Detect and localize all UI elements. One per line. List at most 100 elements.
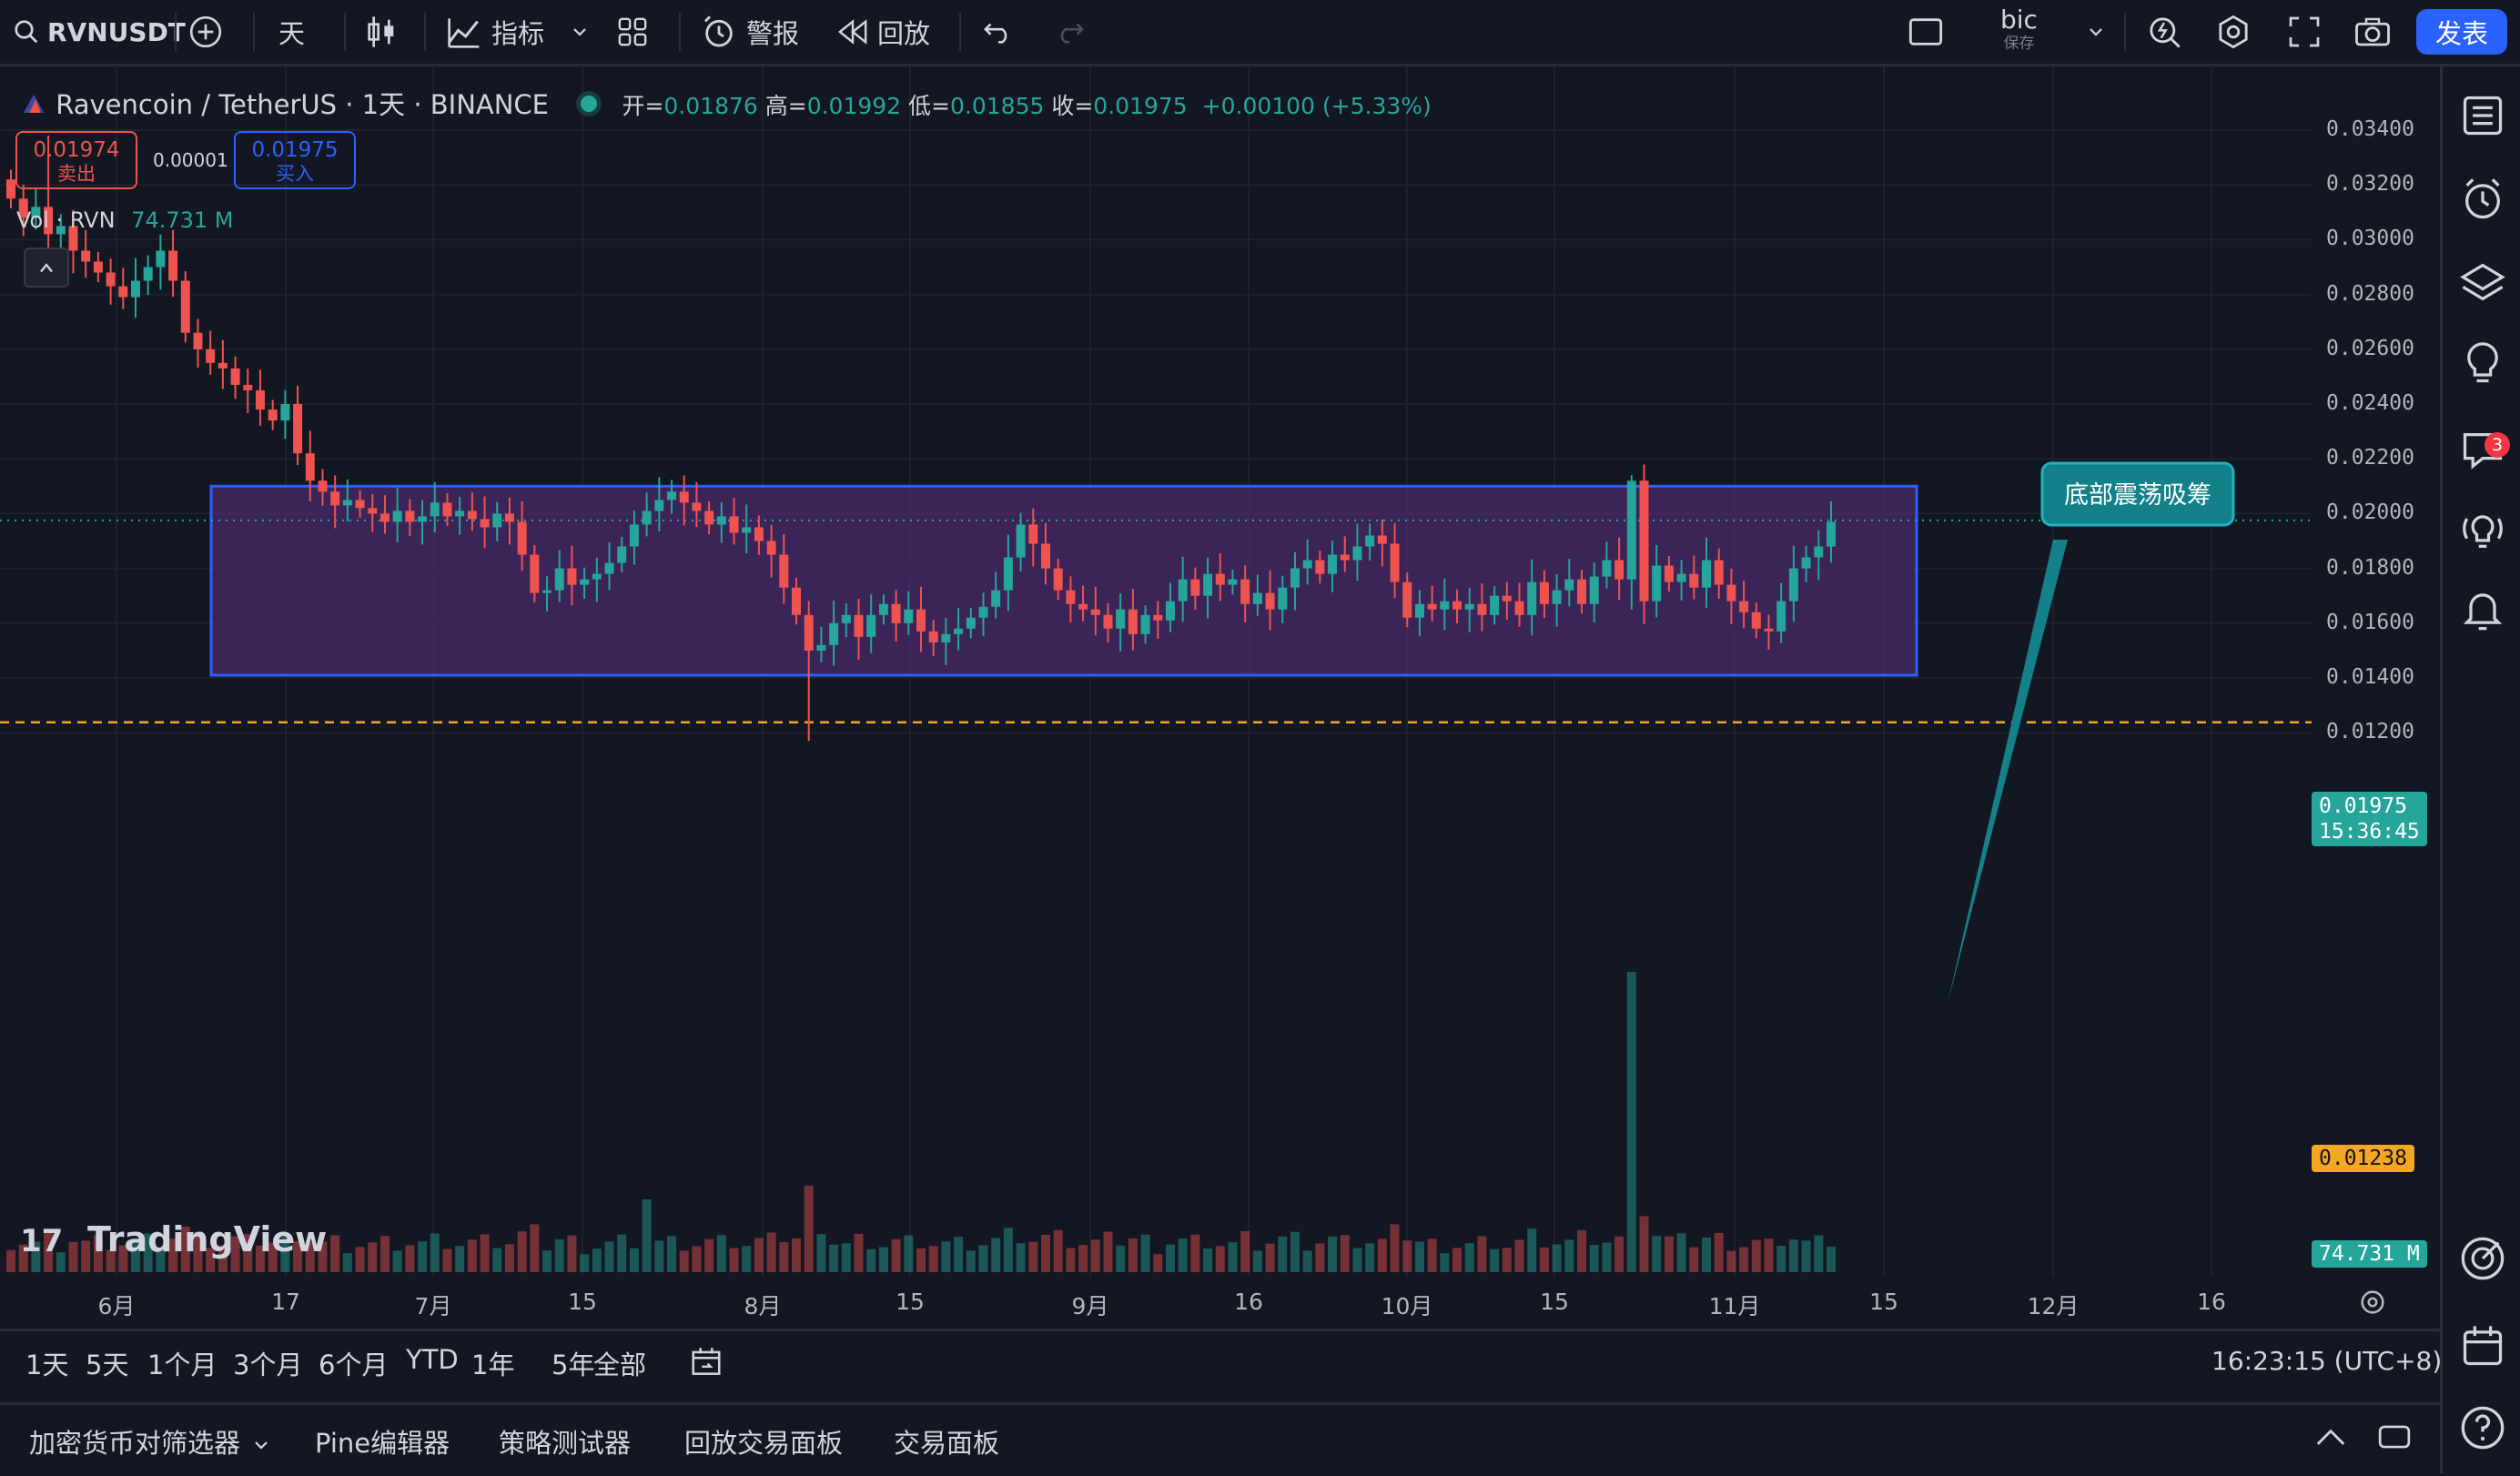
layout-dropdown[interactable] — [2088, 0, 2104, 64]
clock[interactable]: 16:23:15 (UTC+8) — [2211, 1346, 2443, 1376]
sell-button[interactable]: 0.01974 卖出 — [15, 131, 137, 189]
alarm-clock-icon[interactable] — [2459, 176, 2506, 223]
candle-body — [567, 568, 577, 585]
goto-date-icon[interactable] — [688, 1345, 724, 1380]
volume-bar — [779, 1242, 789, 1272]
bell-icon[interactable] — [2459, 585, 2506, 632]
snapshot-button[interactable] — [2353, 0, 2392, 64]
candle-body — [156, 250, 166, 268]
indicators-dropdown[interactable] — [572, 0, 588, 64]
volume-bar — [1016, 1243, 1026, 1272]
calendar-icon[interactable] — [2459, 1322, 2506, 1370]
volume-bar — [1053, 1229, 1063, 1272]
candle-body — [1527, 581, 1537, 615]
volume-bar — [1814, 1235, 1824, 1272]
time-tick: 15 — [1869, 1289, 1898, 1315]
alerts-button[interactable]: 警报 — [701, 0, 799, 64]
bottom-tab[interactable]: 交易面板 — [894, 1428, 1000, 1459]
range-button[interactable]: 3个月 — [233, 1350, 303, 1380]
maximize-panel-icon[interactable] — [2377, 1421, 2412, 1452]
volume-bar — [1527, 1228, 1537, 1272]
volume-bar — [1477, 1236, 1487, 1272]
volume-bar — [1440, 1253, 1450, 1272]
candle-body — [492, 513, 502, 528]
volume-bar — [642, 1199, 652, 1272]
range-button[interactable]: 1个月 — [147, 1350, 218, 1380]
volume-bar — [106, 1249, 116, 1272]
sell-price: 0.01974 — [33, 138, 120, 162]
time-tick: 15 — [1540, 1289, 1569, 1315]
range-button[interactable]: 全部 — [593, 1350, 647, 1380]
range-button[interactable]: 5年 — [552, 1350, 595, 1380]
compare-button[interactable] — [187, 0, 224, 64]
range-button[interactable]: 5天 — [86, 1350, 129, 1380]
ideas-stream-icon[interactable] — [2459, 507, 2506, 554]
volume-bar — [280, 1235, 290, 1272]
candle-body — [1751, 612, 1761, 629]
candle-body — [530, 554, 540, 593]
fullscreen-button[interactable] — [2288, 0, 2321, 64]
volume-bar — [1003, 1228, 1013, 1272]
chevron-up-icon[interactable] — [2313, 1425, 2348, 1449]
settings-button[interactable] — [2215, 0, 2252, 64]
candle-body — [1652, 565, 1662, 602]
price-chart[interactable]: 底部震荡吸筹 17 TradingView — [0, 66, 2312, 1277]
chart-type-button[interactable] — [366, 0, 397, 64]
bottom-tab[interactable]: 策略测试器 — [499, 1428, 632, 1459]
volume-bar — [754, 1238, 764, 1272]
notification-badge: 3 — [2485, 432, 2510, 458]
collapse-legend-button[interactable] — [24, 248, 69, 288]
fullscreen-layout-button[interactable] — [1908, 0, 1944, 64]
volume-bar — [218, 1245, 228, 1272]
volume-bar — [156, 1248, 166, 1272]
candle-body — [1090, 609, 1100, 615]
candle-body — [268, 409, 278, 421]
candle-body — [779, 554, 789, 588]
range-button[interactable]: 1天 — [25, 1350, 69, 1380]
range-button[interactable]: 6个月 — [319, 1350, 389, 1380]
volume-bar — [517, 1231, 527, 1272]
candle-body — [1477, 603, 1487, 615]
volume-bar — [1165, 1244, 1175, 1272]
lightbulb-icon[interactable] — [2459, 339, 2506, 387]
help-icon[interactable] — [2459, 1404, 2506, 1451]
screener-dropdown[interactable] — [253, 1429, 269, 1460]
volume-bar — [1090, 1239, 1100, 1272]
bottom-tab[interactable]: 回放交易面板 — [684, 1428, 844, 1459]
candle-body — [255, 389, 265, 410]
volume-bar — [816, 1234, 826, 1272]
layouts-button[interactable] — [617, 0, 648, 64]
candle-body — [1178, 579, 1188, 602]
bottom-tab[interactable]: Pine编辑器 — [315, 1428, 450, 1459]
volume-bar — [193, 1231, 203, 1272]
volume-bar — [230, 1236, 240, 1272]
candles-icon — [368, 16, 394, 47]
camera-icon — [2355, 17, 2390, 46]
buy-button[interactable]: 0.01975 买入 — [234, 131, 356, 189]
candle-body — [604, 562, 614, 574]
replay-button[interactable]: 回放 — [837, 0, 930, 64]
indicators-button[interactable]: 指标 — [446, 0, 544, 64]
undo-button[interactable] — [983, 0, 1014, 64]
bottom-tab[interactable]: 加密货币对筛选器 — [29, 1428, 241, 1459]
target-icon[interactable] — [2459, 1235, 2506, 1282]
volume-bar — [878, 1247, 888, 1272]
range-button[interactable]: YTD — [406, 1344, 459, 1375]
volume-bar — [1702, 1238, 1712, 1272]
range-button[interactable]: 1年 — [471, 1350, 515, 1380]
publish-button[interactable]: 发表 — [2416, 9, 2507, 55]
redo-button[interactable] — [1054, 0, 1085, 64]
axis-settings-icon[interactable] — [2357, 1287, 2388, 1318]
candle-body — [44, 207, 54, 235]
volume-bar — [56, 1252, 66, 1272]
watchlist-icon[interactable] — [2459, 92, 2506, 139]
layers-icon[interactable] — [2459, 259, 2506, 307]
symbol-search[interactable]: RVNUSDT — [13, 0, 186, 64]
candle-body — [1340, 554, 1350, 561]
quick-search-button[interactable] — [2146, 0, 2182, 64]
interval-button[interactable]: 天 — [278, 18, 306, 49]
volume-bar — [1514, 1239, 1524, 1272]
layout-name-button[interactable]: bic 保存 — [2000, 0, 2038, 64]
volume-bar — [1689, 1247, 1699, 1272]
candle-body — [18, 198, 28, 218]
